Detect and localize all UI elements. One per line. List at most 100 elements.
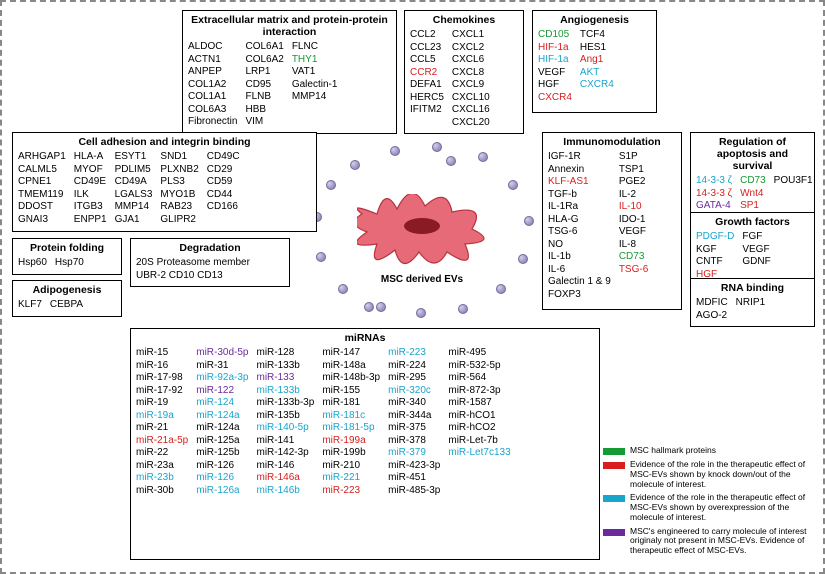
gene-item: CCL2: [410, 29, 444, 42]
gene-item: MDFIC: [696, 297, 728, 310]
gene-item: VAT1: [292, 66, 338, 79]
ev-dot: [316, 252, 326, 262]
gene-item: miR-17-98: [136, 372, 188, 385]
gene-item: miR-142-3p: [257, 447, 315, 460]
gene-item: miR-375: [388, 422, 440, 435]
gene-item: miR-223: [322, 485, 380, 498]
gene-item: LRP1: [245, 66, 283, 79]
gene-item: FLNC: [292, 41, 338, 54]
gene-item: miR-320c: [388, 385, 440, 398]
gene-item: CEBPA: [50, 299, 83, 312]
gene-item: miR-hCO1: [448, 410, 510, 423]
gene-item: miR-495: [448, 347, 510, 360]
gene-item: TCF4: [580, 29, 614, 42]
box-mirnas: miRNAsmiR-15miR-16miR-17-98miR-17-92miR-…: [130, 328, 600, 560]
gene-item: GLIPR2: [160, 214, 198, 227]
legend-row: Evidence of the role in the therapeutic …: [603, 493, 813, 522]
gene-item: CD166: [207, 201, 240, 214]
gene-item: miR-378: [388, 435, 440, 448]
gene-item: FGF: [742, 231, 770, 244]
gene-item: MMP14: [115, 201, 153, 214]
gene-item: miR-146b: [257, 485, 315, 498]
gene-item: miR-21: [136, 422, 188, 435]
gene-item: COL6A2: [245, 54, 283, 67]
gene-item: miR-564: [448, 372, 510, 385]
gene-item: miR-148b-3p: [322, 372, 380, 385]
gene-item: S1P: [619, 151, 648, 164]
gene-item: CD44: [207, 189, 240, 202]
gene-item: miR-147: [322, 347, 380, 360]
gene-item: FLNB: [245, 91, 283, 104]
gene-item: miR-22: [136, 447, 188, 460]
box-title: Degradation: [136, 242, 284, 254]
gene-item: GDNF: [742, 256, 770, 269]
gene-item: CALML5: [18, 164, 66, 177]
gene-item: IL-1b: [548, 251, 611, 264]
gene-item: DDOST: [18, 201, 66, 214]
gene-item: SP1: [740, 200, 766, 213]
ev-dot: [518, 254, 528, 264]
gene-item: miR-133: [257, 372, 315, 385]
gene-item: miR-hCO2: [448, 422, 510, 435]
gene-item: COL6A1: [245, 41, 283, 54]
gene-item: POU3F1: [774, 175, 813, 188]
gene-item: IL-2: [619, 189, 648, 202]
gene-item: miR-126a: [196, 485, 248, 498]
gene-item: NO: [548, 239, 611, 252]
gene-item: IL-10: [619, 201, 648, 214]
gene-item: Wnt4: [740, 188, 766, 201]
gene-item: DEFA1: [410, 79, 444, 92]
gene-item: ITGB3: [74, 201, 107, 214]
gene-item: Annexin: [548, 164, 611, 177]
box-adipogenesis: AdipogenesisKLF7CEBPA: [12, 280, 122, 317]
box-growth: Growth factorsPDGF-DKGFCNTFHGFFGFVEGFGDN…: [690, 212, 815, 286]
gene-item: miR-133b-3p: [257, 397, 315, 410]
ev-dot: [508, 180, 518, 190]
gene-item: SND1: [160, 151, 198, 164]
legend-swatch: [603, 448, 625, 455]
box-title: Chemokines: [410, 14, 518, 26]
gene-item: HES1: [580, 42, 614, 55]
ev-dot: [338, 284, 348, 294]
gene-item: CPNE1: [18, 176, 66, 189]
gene-item: GJA1: [115, 214, 153, 227]
gene-item: CXCL8: [452, 67, 490, 80]
gene-item: HBB: [245, 104, 283, 117]
box-chemokines: ChemokinesCCL2CCL23CCL5CCR2DEFA1HERC5IFI…: [404, 10, 524, 134]
gene-item: miR-295: [388, 372, 440, 385]
ev-dot: [478, 152, 488, 162]
gene-item: MYOF: [74, 164, 107, 177]
gene-item: CXCL9: [452, 79, 490, 92]
gene-item: miR-141: [257, 435, 315, 448]
gene-item: ILK: [74, 189, 107, 202]
gene-item: CXCR4: [580, 79, 614, 92]
ev-dot: [364, 302, 374, 312]
box-title: Growth factors: [696, 216, 809, 228]
box-title: Extracellular matrix and protein-protein…: [188, 14, 391, 38]
legend-text: MSC's engineered to carry molecule of in…: [630, 527, 813, 556]
gene-item: miR-379: [388, 447, 440, 460]
gene-item: miR-124: [196, 397, 248, 410]
gene-item: HLA-G: [548, 214, 611, 227]
ev-dot: [496, 284, 506, 294]
legend-swatch: [603, 495, 625, 502]
gene-item: miR-223: [388, 347, 440, 360]
box-protein_folding: Protein foldingHsp60Hsp70: [12, 238, 122, 275]
legend-text: Evidence of the role in the therapeutic …: [630, 493, 813, 522]
gene-item: miR-224: [388, 360, 440, 373]
gene-item: CXCL20: [452, 117, 490, 130]
gene-item: miR-210: [322, 460, 380, 473]
gene-item: Galectin-1: [292, 79, 338, 92]
gene-item: PLXNB2: [160, 164, 198, 177]
gene-item: CD49A: [115, 176, 153, 189]
gene-item: KLF-AS1: [548, 176, 611, 189]
ev-dot: [416, 308, 426, 318]
gene-item: PDLIM5: [115, 164, 153, 177]
gene-item: ESYT1: [115, 151, 153, 164]
gene-item: miR-140-5p: [257, 422, 315, 435]
gene-item: CD95: [245, 79, 283, 92]
gene-item: VIM: [245, 116, 283, 129]
legend-row: Evidence of the role in the therapeutic …: [603, 460, 813, 489]
gene-item: miR-30b: [136, 485, 188, 498]
gene-item: miR-15: [136, 347, 188, 360]
